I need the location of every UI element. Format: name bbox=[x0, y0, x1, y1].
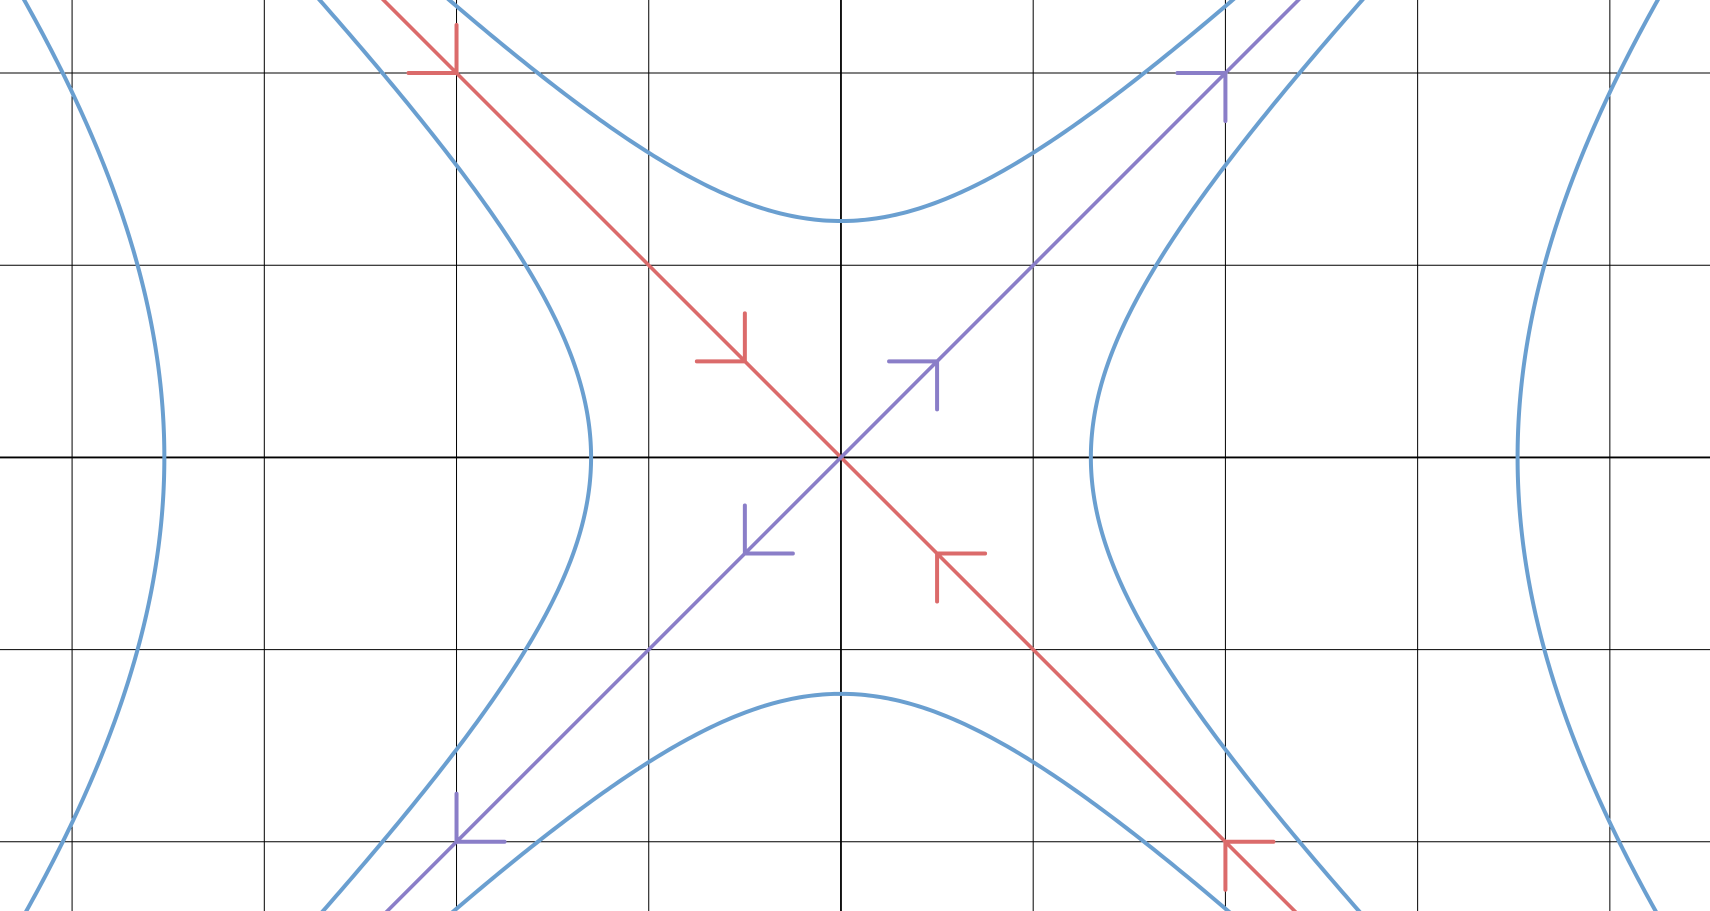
stable-direction-arrow bbox=[694, 311, 747, 364]
hyperbola-branch bbox=[446, 0, 1236, 224]
stable-direction-arrow bbox=[935, 551, 988, 604]
unstable-direction-arrow bbox=[1175, 71, 1228, 124]
unstable-direction-arrow bbox=[742, 503, 795, 556]
hyperbola-branch bbox=[21, 0, 167, 911]
hyperbola-branch bbox=[1088, 0, 1365, 911]
direction-arrows bbox=[406, 23, 1276, 892]
hyperbola-branch bbox=[450, 691, 1232, 911]
unstable-direction-arrow bbox=[887, 359, 940, 412]
stable-direction-arrow bbox=[406, 23, 459, 76]
unstable-direction-arrow bbox=[454, 791, 507, 844]
stable-direction-arrow bbox=[1223, 839, 1276, 892]
hyperbola-branch bbox=[1515, 0, 1661, 911]
hyperbola-branch bbox=[317, 0, 594, 911]
